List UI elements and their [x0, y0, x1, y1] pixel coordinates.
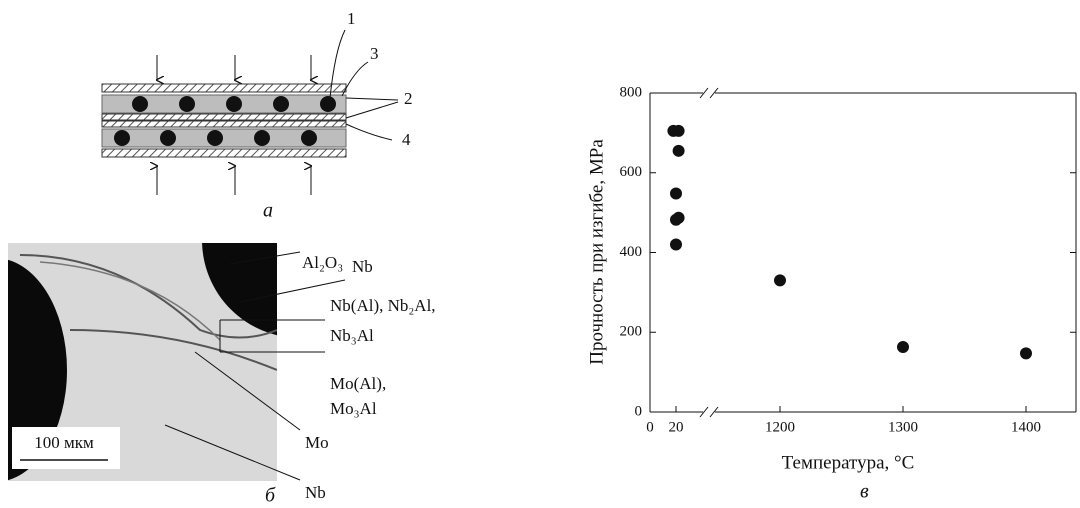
- fibers: [114, 96, 336, 146]
- point: [672, 144, 685, 157]
- arrows: [157, 29, 399, 195]
- label: Mo(Al),: [330, 374, 386, 393]
- x-tick-label: 20: [669, 419, 684, 435]
- point: [670, 238, 682, 251]
- label: Mo: [305, 433, 329, 452]
- label: Mo₃Al: [330, 399, 377, 418]
- axis-break: [699, 87, 719, 418]
- label: Nb(Al), Nb₂Al,: [330, 296, 436, 315]
- label: Nb: [305, 483, 326, 502]
- y-tick-label: 0: [635, 403, 643, 419]
- caption: а: [263, 200, 273, 222]
- point: [1020, 347, 1032, 360]
- label: 3: [370, 44, 379, 63]
- label: Al₂O₃: [302, 253, 343, 272]
- point: [672, 124, 685, 137]
- y-tick-label: 200: [620, 324, 643, 340]
- label: 4: [402, 130, 411, 149]
- y-tick-label: 800: [620, 84, 643, 100]
- caption: б: [265, 485, 276, 507]
- x-tick-label: 1200: [765, 419, 795, 435]
- layer: [101, 83, 347, 93]
- caption: в: [860, 481, 869, 503]
- x-tick-label: 0: [646, 419, 654, 435]
- layer: [101, 120, 347, 128]
- point: [670, 187, 682, 200]
- x-tick-label: 1300: [888, 419, 918, 435]
- layer: [101, 148, 347, 158]
- panel-b: 100 мкм Al₂O₃ Nb Nb(Al), Nb₂Al, Nb₃Al Mo…: [8, 243, 436, 507]
- label: Nb: [352, 257, 373, 276]
- layer: [101, 113, 347, 121]
- label: 1: [347, 9, 356, 28]
- point: [774, 274, 786, 287]
- label: Nb₃Al: [330, 326, 374, 345]
- panel-c: Прочность при изгибе, MPa Температура, °…: [586, 84, 1077, 503]
- point: [897, 341, 909, 354]
- x-tick-label: 1400: [1011, 419, 1041, 435]
- panel-a: 1 3 2 4 а: [101, 9, 413, 222]
- y-axis-label: Прочность при изгибе, MPa: [586, 139, 607, 365]
- scale-bar-box: [12, 427, 120, 469]
- label: 2: [404, 89, 413, 108]
- point: [672, 211, 685, 224]
- y-tick-label: 400: [620, 244, 643, 260]
- leaders: [164, 251, 346, 481]
- x-axis-label: Температура, °C: [782, 452, 915, 473]
- y-tick-label: 600: [620, 164, 643, 180]
- scale-bar-label: 100 мкм: [34, 433, 94, 452]
